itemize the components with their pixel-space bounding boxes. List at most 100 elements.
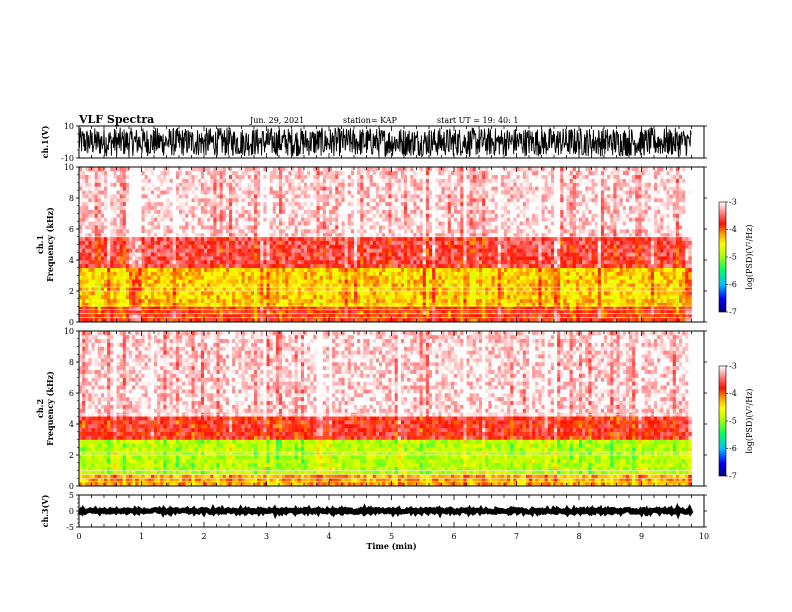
spectrogram-cell [413,209,417,214]
spectrogram-cell [160,267,164,272]
spectrogram-cell [150,256,155,261]
spectrogram-cell [244,201,249,207]
spectrogram-cell [385,213,389,218]
spectrogram-cell [447,178,452,183]
spectrogram-cell [266,240,270,245]
spectrogram-cell [254,201,258,207]
spectrogram-cell [135,205,139,210]
spectrogram-cell [369,236,374,241]
spectrogram-cell [382,236,386,241]
spectrogram-cell [344,252,349,257]
spectrogram-cell [110,263,114,269]
spectrogram-cell [207,302,211,307]
spectrogram-cell [454,302,458,307]
spectrogram-cell [132,314,136,319]
spectrogram-cell [263,194,267,199]
spectrogram-cell [263,260,267,265]
spectrogram-cell [444,256,449,261]
spectrogram-cell [232,209,236,214]
spectrogram-cell [404,174,408,179]
spectrogram-cell [379,291,383,296]
spectrogram-cell [319,236,324,241]
spectrogram-cell [363,221,367,226]
spectrogram-cell [250,213,255,218]
spectrogram-cell [422,267,427,272]
spectrogram-cell [429,170,433,176]
spectrogram-cell [88,256,92,261]
spectrogram-cell [119,213,124,218]
spectrogram-cell [332,267,336,272]
spectrogram-cell [350,194,355,199]
spectrogram-cell [350,240,355,245]
spectrogram-cell [194,217,199,222]
spectrogram-cell [347,256,352,261]
spectrogram-cell [400,178,405,183]
spectrogram-cell [238,318,242,323]
spectrogram-cell [219,248,224,253]
spectrogram-cell [254,232,258,238]
spectrogram-cell [388,240,392,245]
spectrogram-cell [372,252,377,257]
spectrogram-cell [175,240,180,245]
spectrogram-cell [275,263,280,269]
spectrogram-cell [282,182,286,187]
spectrogram-cell [200,291,205,296]
spectrogram-cell [141,310,145,315]
spectrogram-cell [113,283,117,288]
spectrogram-cell [200,256,205,261]
spectrogram-cell [166,310,170,315]
spectrogram-cell [307,178,311,183]
spectrogram-cell [316,213,320,218]
spectrogram-cell [354,240,358,245]
spectrogram-cell [225,182,230,187]
spectrogram-cell [375,209,380,214]
spectrogram-cell [325,178,330,183]
spectrogram-cell [291,167,295,172]
spectrogram-cell [404,225,408,230]
spectrogram-cell [388,186,392,191]
spectrogram-cell [332,271,336,276]
spectrogram-cell [335,205,339,210]
spectrogram-cell [122,256,127,261]
spectrogram-cell [266,244,270,249]
spectrogram-cell [247,229,252,234]
spectrogram-cell [279,263,283,269]
spectrogram-cell [132,221,136,226]
spectrogram-cell [332,186,336,191]
spectrogram-cell [222,263,227,269]
spectrogram-cell [194,271,199,276]
spectrogram-cell [394,209,399,214]
spectrogram-cell [154,310,158,315]
spectrogram-cell [269,248,274,253]
spectrogram-cell [291,318,295,323]
spectrogram-cell [247,298,252,303]
spectrogram-cell [272,271,277,276]
spectrogram-cell [141,256,145,261]
spectrogram-cell [304,198,308,203]
spectrogram-cell [125,294,130,300]
spectrogram-cell [254,186,258,191]
spectrogram-cell [238,229,242,234]
spectrogram-cell [91,217,95,222]
spectrogram-cell [300,194,305,199]
spectrogram-cell [179,283,183,288]
spectrogram-cell [360,244,364,249]
spectrogram-cell [447,213,452,218]
spectrogram-cell [219,205,224,210]
spectrogram-cell [207,232,211,238]
spectrogram-cell [272,291,277,296]
spectrogram-cell [185,318,189,323]
spectrogram-cell [82,318,86,323]
spectrogram-cell [441,298,445,303]
spectrogram-cell [263,294,267,300]
spectrogram-cell [363,260,367,265]
spectrogram-cell [432,229,436,234]
spectrogram-cell [322,244,327,249]
spectrogram-cell [132,244,136,249]
spectrogram-cell [407,291,411,296]
spectrogram-cell [410,283,414,288]
spectrogram-cell [163,209,167,214]
spectrogram-cell [410,221,414,226]
spectrogram-cell [216,314,220,319]
spectrogram-cell [138,170,142,176]
